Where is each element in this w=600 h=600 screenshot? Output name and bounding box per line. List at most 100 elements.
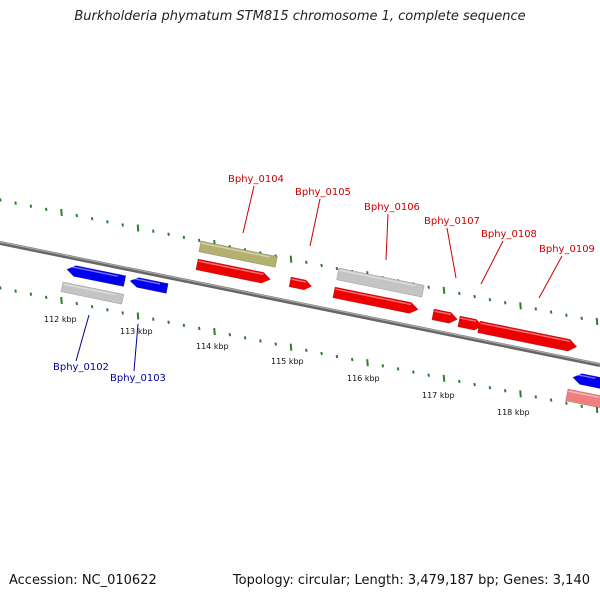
scale-label: 114 kbp — [196, 342, 229, 351]
upper-tick-minor-tick — [534, 307, 538, 311]
gene-arrow-bphy-0103-shine — [131, 277, 161, 285]
upper-tick-major-tick — [289, 255, 293, 263]
upper-tick-minor-tick — [0, 198, 2, 202]
upper-tick-minor-tick — [565, 313, 568, 317]
chromosome-backbone — [0, 241, 600, 367]
upper-tick-minor-tick — [197, 238, 201, 243]
upper-tick-minor-tick — [75, 213, 79, 218]
gene-arrow-bphy-0104b-shine — [198, 260, 264, 276]
scale-label: 115 kbp — [271, 357, 304, 366]
upper-tick-minor-tick — [152, 229, 155, 233]
accession-text: Accession: NC_010622 — [9, 573, 157, 588]
lower-tick-major-tick — [289, 343, 293, 351]
gene-arrow-gray-1 — [60, 281, 125, 305]
genome-summary-text: Topology: circular; Length: 3,479,187 bp… — [232, 573, 590, 588]
upper-tick-major-tick — [442, 286, 446, 294]
upper-tick-major-tick — [595, 317, 599, 326]
lower-tick-minor-tick — [44, 295, 48, 300]
lower-tick-minor-tick — [534, 395, 538, 399]
upper-tick-minor-tick — [121, 223, 124, 227]
upper-tick-minor-tick — [44, 207, 48, 212]
upper-tick-minor-tick — [305, 260, 308, 264]
map-title: Burkholderia phymatum STM815 chromosome … — [74, 9, 526, 24]
scale-label: 113 kbp — [120, 327, 153, 336]
leader-line-bphy-0108 — [480, 240, 504, 285]
gene-arrow-bphy-0103 — [129, 277, 169, 294]
gene-label-bphy-0106: Bphy_0106 — [364, 202, 420, 213]
lower-tick-minor-tick — [197, 326, 201, 331]
gene-arrow-bphy-0107 — [431, 308, 458, 324]
upper-tick-minor-tick — [427, 285, 430, 289]
upper-tick-minor-tick — [488, 297, 492, 302]
label-layer: 112 kbp 113 kbp 114 kbp 115 kbp 116 kbp 117 k… — [44, 174, 595, 417]
gene-label-bphy-0105: Bphy_0105 — [295, 187, 351, 198]
upper-tick-minor-tick — [90, 216, 94, 221]
upper-tick-major-tick — [519, 302, 522, 310]
lower-tick-minor-tick — [29, 292, 33, 296]
gene-arrow-bphy-0104b-body — [195, 258, 271, 284]
gene-arrow-gray-1-shine — [63, 283, 116, 296]
gene-arrow-bphy-0106-shine — [335, 288, 412, 306]
gene-arrow-edge-blue — [572, 373, 600, 390]
gene-arrow-bphy-0104-shine — [201, 242, 270, 258]
gene-arrow-bphy-0106-body — [332, 286, 419, 314]
lower-tick-minor-tick — [320, 351, 323, 356]
gene-arrow-bphy-0103-body — [129, 277, 169, 294]
gene-arrow-bphy-0108-shine — [460, 317, 477, 322]
leader-line-bphy-0106 — [385, 213, 389, 261]
upper-tick-minor-tick — [106, 220, 109, 224]
lower-tick-minor-tick — [167, 320, 170, 324]
upper-tick-minor-tick — [503, 301, 507, 305]
gene-label-bphy-0102: Bphy_0102 — [53, 362, 109, 373]
lower-tick-minor-tick — [75, 301, 79, 306]
lower-tick-minor-tick — [305, 348, 308, 352]
lower-tick-major-tick — [213, 328, 216, 336]
gene-arrow-gray-1-body — [60, 281, 125, 305]
lower-tick-minor-tick — [14, 289, 17, 293]
leader-line-bphy-0109 — [538, 255, 563, 299]
gene-arrow-bphy-0108-body — [457, 315, 483, 331]
lower-tick-minor-tick — [580, 404, 583, 409]
lower-tick-minor-tick — [458, 379, 461, 384]
gene-arrow-bphy-0109 — [477, 320, 578, 352]
lower-tick-minor-tick — [503, 389, 507, 393]
gene-arrow-bphy-0106 — [332, 286, 419, 314]
upper-tick-minor-tick — [335, 266, 339, 271]
leader-line-bphy-0107 — [446, 227, 457, 279]
gene-arrow-bphy-0106-gray-body — [336, 267, 425, 298]
scale-label: 117 kbp — [422, 391, 455, 400]
lower-tick-minor-tick — [243, 336, 247, 340]
upper-tick-major-tick — [136, 224, 140, 232]
leader-line-bphy-0103 — [133, 323, 139, 372]
upper-tick-minor-tick — [320, 263, 323, 268]
gene-arrow-bphy-0106-gray-shine — [339, 269, 417, 287]
lower-tick-minor-tick — [152, 317, 155, 321]
gene-arrow-edge-pink-shine — [568, 390, 600, 399]
gene-arrow-bphy-0107-shine — [434, 310, 451, 316]
gene-arrow-bphy-0105-shine — [291, 278, 306, 283]
gene-arrow-bphy-0105-body — [288, 276, 313, 291]
upper-tick-minor-tick — [14, 201, 17, 205]
gene-arrow-bphy-0104 — [198, 240, 278, 268]
upper-tick-minor-tick — [182, 235, 186, 240]
scale-label: 118 kbp — [497, 408, 530, 417]
lower-tick-minor-tick — [259, 339, 262, 343]
upper-tick-minor-tick — [473, 294, 476, 299]
lower-tick-minor-tick — [121, 311, 124, 315]
upper-tick-minor-tick — [167, 232, 170, 236]
gene-arrow-bphy-0105 — [288, 276, 313, 291]
lower-tick-minor-tick — [488, 385, 492, 390]
upper-tick-minor-tick — [458, 291, 461, 296]
gene-label-bphy-0108: Bphy_0108 — [481, 229, 537, 240]
upper-tick-major-tick — [60, 208, 63, 217]
gene-arrow-edge-pink — [565, 388, 600, 410]
lower-tick-minor-tick — [549, 398, 553, 402]
lower-tick-major-tick — [60, 296, 63, 305]
gene-arrow-bphy-0106-gray — [336, 267, 425, 298]
upper-tick-minor-tick — [29, 204, 33, 208]
gene-label-bphy-0103: Bphy_0103 — [110, 373, 166, 384]
gene-arrow-bphy-0102-body — [66, 265, 127, 287]
gene-arrow-bphy-0109-body — [477, 320, 578, 352]
gene-label-bphy-0107: Bphy_0107 — [424, 216, 480, 227]
